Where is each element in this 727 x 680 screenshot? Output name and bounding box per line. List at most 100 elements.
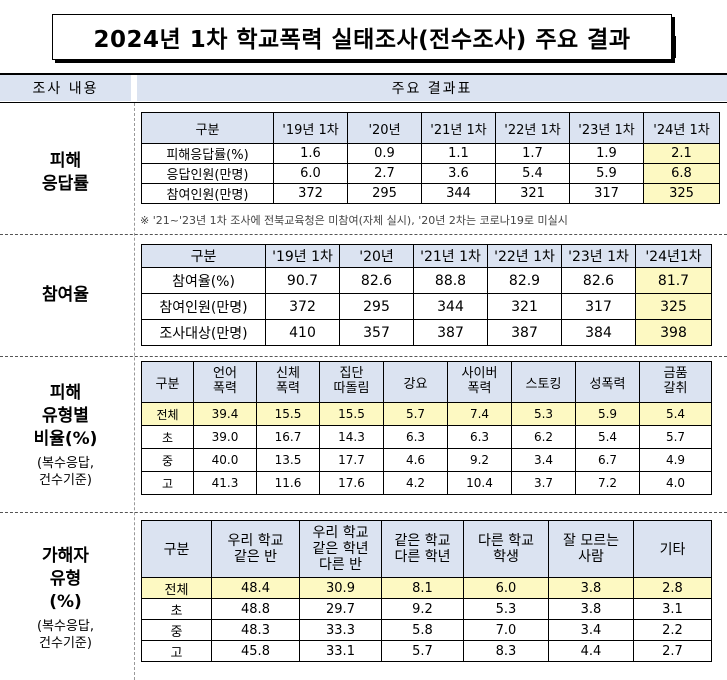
table-footnote: ※ '21~'23년 1차 조사에 전북교육청은 미참여(자체 실시), '20… — [140, 214, 568, 227]
table-cell: 398 — [635, 319, 712, 346]
table-cell: 387 — [413, 319, 488, 346]
title-mark — [674, 36, 676, 58]
table-cell: 5.7 — [383, 402, 448, 426]
section-label-line: 유형별 — [42, 406, 89, 426]
table-cell: 5.7 — [381, 640, 464, 662]
table-header-cell: 잘 모르는 사람 — [548, 520, 634, 578]
table-header-cell: 집단 따돌림 — [319, 361, 384, 403]
table-cell: 321 — [495, 183, 570, 204]
table-row: 초 39.0 16.7 14.3 6.3 6.3 6.2 5.4 5.7 — [141, 425, 712, 449]
table-header-cell: '22년 1차 — [495, 112, 570, 144]
table-cell: 2.1 — [643, 143, 720, 164]
table-cell: 5.3 — [511, 402, 576, 426]
row-label-cell: 고 — [141, 471, 194, 495]
table-cell: 6.0 — [463, 577, 549, 599]
page-title: 2024년 1차 학교폭력 실태조사(전수조사) 주요 결과 — [52, 14, 672, 60]
table-cell: 5.7 — [639, 425, 712, 449]
header-row: 조사 내용 주요 결과표 — [0, 73, 727, 103]
table-cell: 82.6 — [561, 267, 636, 294]
section-label-line: 비율(%) — [33, 429, 98, 449]
table-cell: 2.2 — [633, 619, 712, 641]
table-header-cell: 구분 — [141, 361, 194, 403]
table-cell: 1.6 — [273, 143, 348, 164]
table-cell: 3.8 — [548, 598, 634, 620]
table-header-row: 구분 언어 폭력 신체 폭력 집단 따돌림 강요 사이버 폭력 스토킹 성폭력 금품 갈취 — [141, 361, 712, 403]
table-header-row: 구분 '19년 1차 '20년 '21년 1차 '22년 1차 '23년 1차 '24년1차 — [141, 244, 712, 268]
row-label-cell: 피해응답률(%) — [141, 143, 274, 164]
table-cell: 3.4 — [511, 448, 576, 472]
table-cell: 2.8 — [633, 577, 712, 599]
table-cell: 321 — [487, 293, 562, 320]
table-cell: 6.3 — [383, 425, 448, 449]
table-cell: 344 — [413, 293, 488, 320]
table-row: 전체 48.4 30.9 8.1 6.0 3.8 2.8 — [141, 577, 712, 599]
table-cell: 317 — [569, 183, 644, 204]
table-row: 초 48.8 29.7 9.2 5.3 3.8 3.1 — [141, 598, 712, 620]
table-cell: 39.4 — [193, 402, 257, 426]
section-label-perpetrator-type: 가해자 유형 (%) (복수응답, 건수기준) — [0, 545, 131, 652]
table-cell: 88.8 — [413, 267, 488, 294]
table-cell: 5.8 — [381, 619, 464, 641]
section-label-line: 피해 — [49, 151, 82, 171]
table-header-cell: '19년 1차 — [273, 112, 348, 144]
table-row: 피해응답률(%) 1.6 0.9 1.1 1.7 1.9 2.1 — [141, 143, 720, 164]
section-label-victim-rate: 피해 응답률 — [0, 150, 131, 196]
table-row: 참여인원(만명) 372 295 344 321 317 325 — [141, 183, 720, 204]
table-cell: 2.7 — [633, 640, 712, 662]
table-cell: 29.7 — [299, 598, 382, 620]
column-separator — [134, 103, 135, 680]
row-label-cell: 조사대상(만명) — [141, 319, 266, 346]
table-header-cell: 강요 — [383, 361, 448, 403]
section-sub-line: (복수응답, — [36, 619, 95, 634]
table-header-cell: 구분 — [141, 520, 212, 578]
table-cell: 372 — [273, 183, 348, 204]
table-cell: 7.0 — [463, 619, 549, 641]
table-cell: 1.7 — [495, 143, 570, 164]
table-cell: 33.1 — [299, 640, 382, 662]
table-header-cell: '21년 1차 — [413, 244, 488, 268]
table-cell: 45.8 — [211, 640, 300, 662]
row-label-cell: 참여율(%) — [141, 267, 266, 294]
row-label-cell: 전체 — [141, 577, 212, 599]
table-cell: 317 — [561, 293, 636, 320]
table-cell: 372 — [265, 293, 340, 320]
table-row: 전체 39.4 15.5 15.5 5.7 7.4 5.3 5.9 5.4 — [141, 402, 712, 426]
section-label-line: 참여율 — [42, 285, 89, 305]
table-cell: 48.3 — [211, 619, 300, 641]
table-cell: 3.1 — [633, 598, 712, 620]
table-row: 응답인원(만명) 6.0 2.7 3.6 5.4 5.9 6.8 — [141, 163, 720, 184]
table-cell: 0.9 — [347, 143, 422, 164]
section-label-line: 피해 — [49, 383, 82, 403]
table-cell: 5.4 — [639, 402, 712, 426]
table-header-cell: 성폭력 — [575, 361, 640, 403]
table-header-cell: 같은 학교 다른 학년 — [381, 520, 464, 578]
header-main-results: 주요 결과표 — [137, 75, 727, 101]
table-header-cell: '20년 — [339, 244, 414, 268]
table-row: 고 45.8 33.1 5.7 8.3 4.4 2.7 — [141, 640, 712, 662]
row-label-cell: 참여인원(만명) — [141, 293, 266, 320]
table-cell: 8.3 — [463, 640, 549, 662]
row-label-cell: 중 — [141, 448, 194, 472]
table-header-cell: 우리 학교 같은 반 — [211, 520, 300, 578]
table-cell: 40.0 — [193, 448, 257, 472]
table-cell: 17.7 — [319, 448, 384, 472]
section-divider — [0, 234, 727, 235]
table-cell: 344 — [421, 183, 496, 204]
table-cell: 30.9 — [299, 577, 382, 599]
table-header-cell: 신체 폭력 — [256, 361, 320, 403]
row-label-cell: 고 — [141, 640, 212, 662]
table-cell: 2.7 — [347, 163, 422, 184]
table-cell: 5.9 — [569, 163, 644, 184]
section-label-line: 응답률 — [42, 174, 89, 194]
perpetrator-type-table: 구분 우리 학교 같은 반 우리 학교 같은 학년 다른 반 같은 학교 다른 학년 다… — [141, 520, 712, 662]
table-cell: 5.4 — [575, 425, 640, 449]
table-cell: 6.2 — [511, 425, 576, 449]
row-label-cell: 초 — [141, 598, 212, 620]
section-label-line: 유형 — [49, 569, 82, 589]
table-header-cell: 기타 — [633, 520, 712, 578]
table-cell: 1.9 — [569, 143, 644, 164]
table-cell: 90.7 — [265, 267, 340, 294]
table-cell: 7.2 — [575, 471, 640, 495]
section-divider — [0, 512, 727, 513]
table-header-cell: 금품 갈취 — [639, 361, 712, 403]
